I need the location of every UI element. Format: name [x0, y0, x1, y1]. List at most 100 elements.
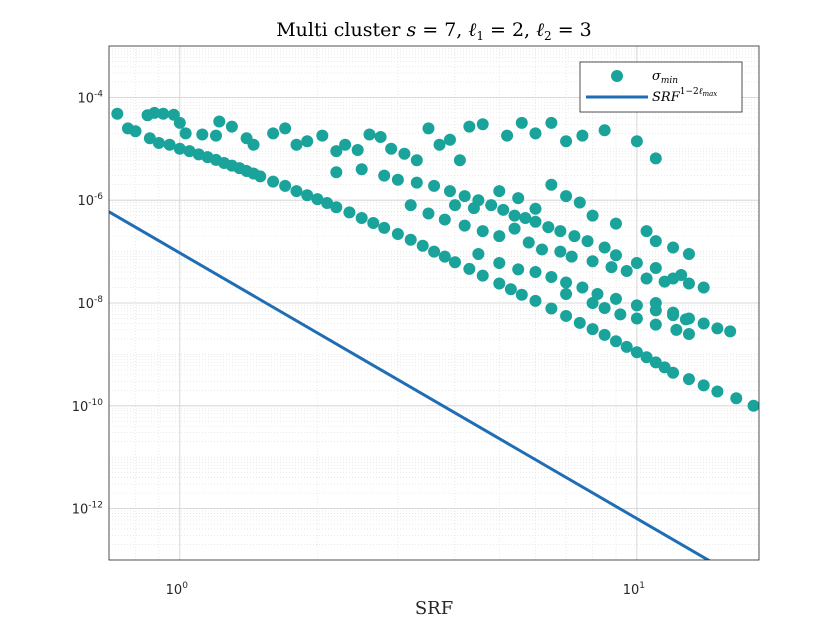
x-tick-label: 101 [623, 581, 645, 598]
sigma-min-point [545, 178, 558, 191]
sigma-min-point [598, 241, 611, 254]
sigma-min-point [519, 212, 532, 225]
sigma-min-point [620, 340, 633, 353]
sigma-min-point [609, 217, 622, 230]
sigma-min-point [682, 247, 695, 260]
sigma-min-point [428, 245, 441, 258]
sigma-min-point [724, 325, 737, 338]
sigma-min-point [321, 197, 334, 210]
sigma-min-point [157, 107, 170, 120]
sigma-min-point [609, 335, 622, 348]
sigma-min-point [493, 230, 506, 243]
sigma-min-point [267, 175, 280, 188]
sigma-min-point [649, 152, 662, 165]
sigma-min-point [529, 266, 542, 279]
sigma-min-point [111, 107, 124, 120]
sigma-min-point [367, 217, 380, 230]
sigma-min-point [649, 318, 662, 331]
sigma-min-point [522, 236, 535, 249]
sigma-min-point [697, 281, 710, 294]
sigma-min-point [747, 399, 759, 412]
sigma-min-point [443, 133, 456, 146]
x-axis-label: SRF [415, 598, 453, 619]
sigma-min-point [670, 323, 683, 336]
sigma-min-point [301, 189, 314, 202]
sigma-min-point [598, 301, 611, 314]
sigma-min-point [398, 147, 411, 160]
sigma-min-point [568, 230, 581, 243]
sigma-min-point [545, 271, 558, 284]
sigma-min-point [545, 116, 558, 129]
plot-area: 100 101 10-12 10-10 10-8 10-6 10-4 [72, 45, 760, 598]
sigma-min-point [493, 277, 506, 290]
sigma-min-point [576, 129, 589, 142]
sigma-min-point [649, 261, 662, 274]
sigma-min-point [378, 221, 391, 234]
sigma-min-point [586, 297, 599, 309]
sigma-min-point [463, 120, 476, 133]
sigma-min-point [493, 185, 506, 198]
sigma-min-point [422, 122, 435, 135]
sigma-min-point [463, 262, 476, 275]
sigma-min-point [378, 169, 391, 182]
sigma-min-point [560, 276, 573, 289]
sigma-min-point [508, 209, 521, 222]
sigma-min-point [508, 222, 521, 235]
legend: σmin SRF1−2ℓmax [579, 61, 743, 113]
sigma-min-point [213, 115, 226, 128]
sigma-min-point [620, 264, 633, 277]
y-tick-label: 10-12 [72, 501, 103, 518]
series-layer [109, 106, 759, 560]
sigma-min-point [535, 243, 548, 256]
sigma-min-point [179, 127, 192, 140]
sigma-min-point [640, 351, 653, 364]
sigma-min-point [630, 346, 643, 359]
sigma-min-point [529, 294, 542, 307]
sigma-min-point [554, 245, 567, 258]
sigma-min-point [410, 154, 423, 167]
sigma-min-point [143, 132, 156, 145]
sigma-min-point [512, 192, 525, 205]
sigma-min-point [682, 373, 695, 386]
sigma-min-point [565, 250, 578, 263]
sigma-min-point [410, 176, 423, 189]
sigma-min-point [605, 261, 618, 274]
sigma-min-point [391, 227, 404, 240]
y-tick-label: 10-4 [77, 89, 103, 106]
x-tick-label: 100 [166, 581, 189, 598]
sigma-min-point [290, 185, 303, 198]
sigma-min-point [586, 209, 599, 222]
sigma-min-point [609, 249, 622, 262]
sigma-min-point [512, 263, 525, 276]
sigma-min-point [614, 308, 627, 321]
sigma-min-point [630, 135, 643, 148]
sigma-min-point [667, 272, 680, 285]
sigma-min-point [640, 272, 653, 285]
chart-title: Multi cluster s = 7, ℓ1 = 2, ℓ2 = 3 [276, 19, 592, 43]
sigma-min-point [163, 138, 176, 151]
sigma-min-point [301, 135, 314, 148]
sigma-min-point [649, 356, 662, 369]
sigma-min-point [330, 201, 343, 214]
sigma-min-point [173, 142, 186, 155]
sigma-min-point [443, 185, 456, 198]
sigma-min-point [640, 225, 653, 238]
sigma-min-point [649, 235, 662, 248]
sigma-min-point [504, 283, 517, 296]
sigma-min-point [173, 116, 186, 129]
sigma-min-point [404, 199, 417, 212]
sigma-min-point [374, 130, 387, 143]
sigma-min-point [438, 250, 451, 263]
sigma-min-point [428, 179, 441, 192]
sigma-min-point [422, 207, 435, 220]
sigma-min-point [225, 120, 238, 133]
sigma-min-point [391, 173, 404, 186]
sigma-min-point [515, 116, 528, 129]
sigma-min-point [279, 179, 292, 192]
sigma-min-point [730, 392, 743, 405]
sigma-min-point [667, 306, 680, 319]
sigma-min-point [209, 129, 222, 142]
reference-line-srf [109, 210, 712, 560]
y-tick-label: 10-10 [72, 398, 104, 415]
sigma-min-point [697, 379, 710, 392]
